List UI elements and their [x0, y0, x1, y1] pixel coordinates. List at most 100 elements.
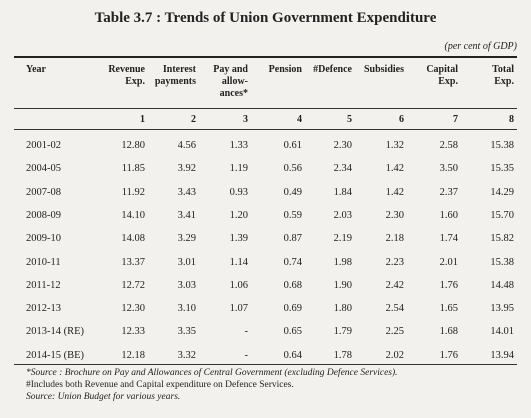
row-value: 13.95: [490, 303, 514, 315]
row-value: 1.68: [439, 326, 458, 338]
row-value: 1.76: [439, 349, 458, 361]
column-number: 8: [509, 114, 514, 125]
row-value: 3.29: [177, 233, 196, 245]
column-number: 6: [399, 114, 404, 125]
row-value: 2.02: [385, 349, 404, 361]
column-number: 5: [347, 114, 352, 125]
row-value: 0.68: [283, 279, 302, 291]
row-value: 1.76: [439, 279, 458, 291]
row-value: 11.85: [121, 163, 145, 175]
header-pension: Pension: [268, 64, 302, 75]
row-year: 2014-15 (BE): [26, 349, 85, 361]
row-value: 0.93: [229, 186, 248, 198]
row-value: 14.10: [121, 209, 145, 221]
row-value: 1.60: [439, 209, 458, 221]
row-year: 2004-05: [26, 163, 61, 175]
table-row: 2009-10 14.08 3.29 1.39 0.87 2.19 2.18 1.74 15.8…: [0, 232, 531, 256]
row-value: 1.98: [333, 256, 352, 268]
row-value: 2.18: [385, 233, 404, 245]
table-row: 2012-13 12.30 3.10 1.07 0.69 1.80 2.54 1.65 13.9…: [0, 302, 531, 326]
footnote-source-budget: Source: Union Budget for various years.: [26, 392, 181, 402]
row-year: 2007-08: [26, 186, 61, 198]
column-number: 7: [453, 114, 458, 125]
row-value: 2.37: [439, 186, 458, 198]
row-value: 3.92: [177, 163, 196, 175]
header-total-exp: Total Exp.: [492, 64, 514, 87]
row-value: 3.35: [177, 326, 196, 338]
footnote-source-pay: *Source : Brochure on Pay and Allowances…: [26, 368, 398, 378]
row-value: 1.20: [229, 209, 248, 221]
row-year: 2012-13: [26, 303, 61, 315]
row-value: 1.84: [333, 186, 352, 198]
row-value: 0.69: [283, 303, 302, 315]
row-value: 1.65: [439, 303, 458, 315]
table-row: 2011-12 12.72 3.03 1.06 0.68 1.90 2.42 1.76 14.4…: [0, 279, 531, 303]
row-value: 1.42: [385, 163, 404, 175]
row-value: 15.82: [490, 233, 514, 245]
table-row: 2010-11 13.37 3.01 1.14 0.74 1.98 2.23 2.01 15.3…: [0, 256, 531, 280]
row-year: 2001-02: [26, 140, 61, 151]
row-year: 2008-09: [26, 209, 61, 221]
row-value: 0.49: [283, 186, 302, 198]
row-value: 2.54: [385, 303, 404, 315]
colnum-rule: [14, 129, 517, 130]
row-value: 14.29: [490, 186, 514, 198]
column-number: 1: [140, 114, 145, 125]
row-value: 1.33: [229, 140, 248, 151]
row-value: 0.61: [283, 140, 302, 151]
column-number: 2: [191, 114, 196, 125]
row-value: 14.08: [121, 233, 145, 245]
row-value: 12.30: [121, 303, 145, 315]
header-year: Year: [26, 64, 46, 75]
row-value: 1.19: [229, 163, 248, 175]
row-value: 2.01: [439, 256, 458, 268]
footnote-defence: #Includes both Revenue and Capital expen…: [26, 380, 294, 390]
row-value: 1.80: [333, 303, 352, 315]
row-value: 2.23: [385, 256, 404, 268]
table-row: 2014-15 (BE) 12.18 3.32 - 0.64 1.78 2.02 1.76 13…: [0, 349, 531, 373]
header-pay-allowances: Pay and allow-ances*: [213, 64, 248, 99]
row-value: 13.37: [121, 256, 145, 268]
row-value: 1.39: [229, 233, 248, 245]
row-value: 2.03: [333, 209, 352, 221]
row-value: 1.78: [333, 349, 352, 361]
row-year: 2013-14 (RE): [26, 326, 85, 338]
row-year: 2009-10: [26, 233, 61, 245]
header-defence: #Defence: [313, 64, 352, 75]
row-value: 1.90: [333, 279, 352, 291]
row-value: 0.74: [283, 256, 302, 268]
row-value: 11.92: [121, 186, 145, 198]
row-value: 3.43: [177, 186, 196, 198]
row-value: 12.72: [121, 279, 145, 291]
row-value: 15.70: [490, 209, 514, 221]
header-rule: [14, 108, 517, 109]
row-value: 0.87: [283, 233, 302, 245]
top-rule: [14, 56, 517, 58]
column-number: 3: [243, 114, 248, 125]
row-value: 3.10: [177, 303, 196, 315]
row-value: 2.30: [385, 209, 404, 221]
table-title: Table 3.7 : Trends of Union Government E…: [94, 10, 437, 26]
row-year: 2011-12: [26, 279, 61, 291]
table-row: 2004-05 11.85 3.92 1.19 0.56 2.34 1.42 3.50 15.3…: [0, 162, 531, 186]
bottom-rule: [14, 364, 517, 365]
row-value: 2.19: [333, 233, 352, 245]
row-value: 0.56: [283, 163, 302, 175]
row-value: 1.32: [385, 140, 404, 151]
row-value: -: [244, 326, 249, 338]
row-value: 3.03: [177, 279, 196, 291]
row-value: 12.18: [121, 349, 145, 361]
row-value: 14.48: [490, 279, 514, 291]
row-value: 12.33: [121, 326, 145, 338]
row-value: 1.74: [439, 233, 458, 245]
row-value: 3.32: [177, 349, 196, 361]
row-value: 3.50: [439, 163, 458, 175]
row-value: 2.58: [439, 140, 458, 151]
table-row: 2007-08 11.92 3.43 0.93 0.49 1.84 1.42 2.37 14.2…: [0, 186, 531, 210]
row-value: 1.06: [229, 279, 248, 291]
row-value: 1.07: [229, 303, 248, 315]
header-subsidies: Subsidies: [363, 64, 404, 75]
row-value: 2.42: [385, 279, 404, 291]
table-row: 2008-09 14.10 3.41 1.20 0.59 2.03 2.30 1.60 15.7…: [0, 209, 531, 233]
